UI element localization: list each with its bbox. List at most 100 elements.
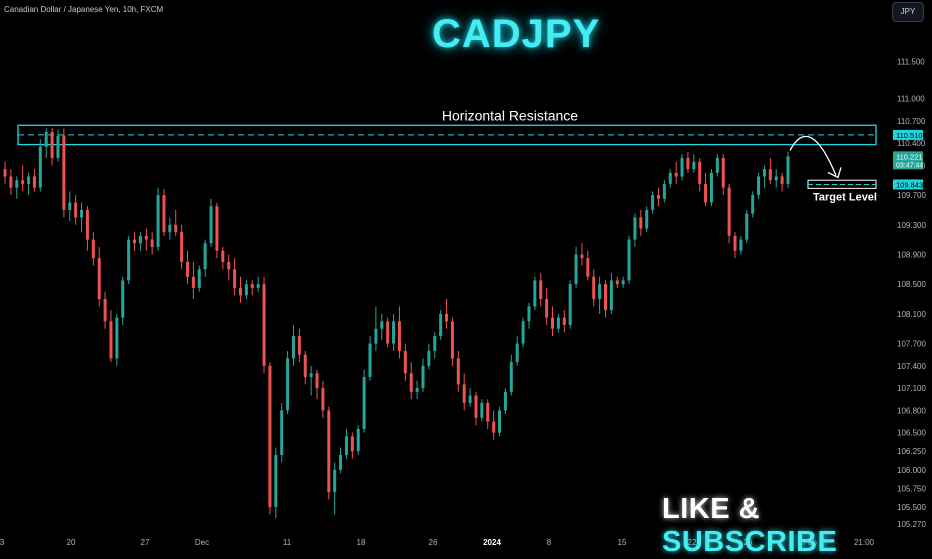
candle-body — [162, 195, 166, 233]
candle-body — [533, 280, 537, 307]
candle-body — [9, 176, 13, 188]
candle-body — [739, 239, 743, 251]
candle-body — [627, 239, 631, 281]
candle-body — [62, 135, 66, 210]
current-price-tag: 110.221 — [896, 152, 923, 161]
candle-body — [662, 183, 666, 199]
currency-button[interactable]: JPY — [892, 2, 924, 22]
candle-body — [751, 195, 755, 214]
time-tick-label: 2024 — [483, 538, 501, 547]
candle-body — [80, 209, 84, 218]
candle-body — [280, 410, 284, 455]
candle-body — [704, 183, 708, 203]
candle-body — [762, 169, 766, 177]
price-tick-label: 106.250 — [897, 447, 926, 456]
candle-body — [250, 284, 254, 288]
time-tick-label: 11 — [283, 538, 292, 547]
candle-body — [715, 157, 719, 173]
candle-body — [727, 187, 731, 236]
candle-body — [44, 131, 48, 147]
like-text: LIKE & — [662, 493, 761, 525]
candle-body — [97, 258, 101, 300]
candle-body — [439, 313, 443, 337]
candle-body — [674, 172, 678, 177]
price-tick-label: 110.700 — [897, 117, 926, 126]
chart-title-overlay: CADJPY — [432, 12, 601, 56]
candle-body — [474, 395, 478, 418]
candle-body — [509, 362, 513, 392]
candle-body — [403, 350, 407, 374]
resistance-zone — [17, 124, 877, 146]
candle-body — [774, 176, 778, 181]
candle-body — [350, 436, 354, 452]
candle-body — [221, 250, 225, 262]
candle-body — [103, 299, 107, 322]
candle-body — [233, 269, 237, 288]
candle-body — [133, 239, 137, 244]
candle-body — [686, 157, 690, 170]
candle-body — [68, 202, 72, 210]
resistance-price-tag-bg — [893, 129, 923, 140]
candle-body — [527, 306, 531, 322]
candle-body — [191, 276, 195, 288]
candle-body — [91, 239, 95, 259]
candle-body — [568, 284, 572, 326]
candle-body — [486, 402, 490, 422]
candle-body — [698, 161, 702, 184]
candle-body — [368, 343, 372, 377]
candle-body — [656, 195, 660, 199]
price-tick-label: 106.500 — [897, 429, 926, 438]
price-tick-label: 105.750 — [897, 484, 926, 493]
candle-body — [651, 195, 655, 210]
candle-body — [392, 321, 396, 344]
candle-body — [180, 232, 184, 262]
candle-body — [445, 313, 449, 322]
price-tick-label: 110.400 — [897, 139, 926, 148]
candle-body — [680, 157, 684, 177]
candle-body — [539, 280, 543, 300]
candle-body — [397, 321, 401, 351]
candle-body — [121, 280, 125, 318]
resistance-label: Horizontal Resistance — [442, 107, 578, 123]
candle-body — [515, 343, 519, 363]
price-tick-label: 108.100 — [897, 310, 926, 319]
candle-body — [115, 317, 119, 359]
candle-body — [127, 239, 131, 281]
candle-body — [327, 410, 331, 493]
candle-body — [456, 358, 460, 385]
candle-body — [709, 172, 713, 203]
target-price-tag: 109.843 — [896, 180, 923, 189]
candle-body — [344, 436, 348, 455]
candle-body — [362, 376, 366, 429]
candle-body — [15, 180, 19, 188]
candle-body — [433, 336, 437, 351]
time-tick-label: 15 — [618, 538, 627, 547]
time-tick-label: Dec — [195, 538, 209, 547]
price-tick-label: 109.300 — [897, 221, 926, 230]
price-tick-label: 107.700 — [897, 340, 926, 349]
price-tick-label: 106.000 — [897, 466, 926, 475]
candle-body — [374, 328, 378, 344]
candle-body — [256, 284, 260, 288]
candle-body — [780, 176, 784, 184]
candle-body — [303, 354, 307, 377]
candle-body — [74, 202, 78, 218]
candle-body — [38, 146, 42, 188]
candle-body — [380, 321, 384, 329]
candle-body — [339, 454, 343, 470]
target-label: Target Level — [813, 191, 877, 203]
candle-body — [492, 421, 496, 433]
candle-body — [197, 269, 201, 288]
candle-body — [333, 469, 337, 493]
time-tick-label: 26 — [429, 538, 438, 547]
symbol-info: Canadian Dollar / Japanese Yen, 10h, FXC… — [4, 5, 164, 14]
price-tick-label: 109.700 — [897, 191, 926, 200]
candle-body — [321, 388, 325, 411]
candle-body — [639, 217, 643, 229]
price-tick-label: 107.100 — [897, 384, 926, 393]
candle-body — [551, 317, 555, 329]
price-tick-label: 106.800 — [897, 406, 926, 415]
candle-body — [733, 235, 737, 251]
candle-body — [238, 287, 242, 296]
